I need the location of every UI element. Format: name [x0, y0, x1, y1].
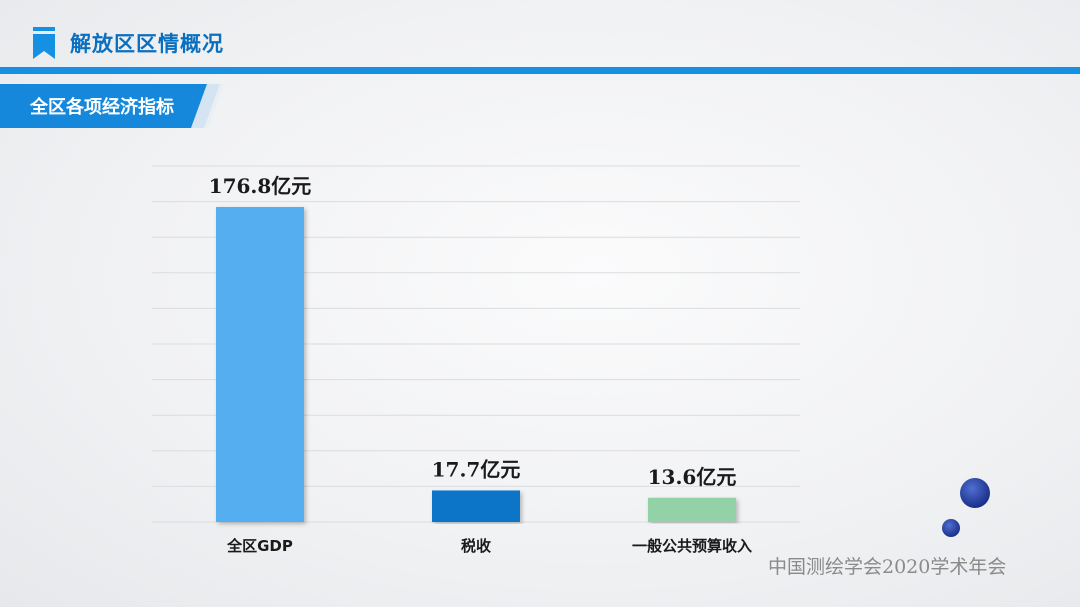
section-label: 全区各项经济指标 — [30, 97, 174, 118]
bar-1 — [216, 207, 304, 522]
category-label-1: 全区GDP — [226, 537, 293, 555]
data-label-1: 176.8亿元 — [209, 174, 312, 198]
header: 解放区区情概况 — [0, 0, 1080, 76]
category-label-2: 税收 — [461, 537, 491, 555]
data-label-2: 17.7亿元 — [432, 457, 521, 481]
header-divider — [0, 67, 1080, 74]
section-tab: 全区各项经济指标 — [0, 84, 230, 128]
bookmark-icon — [33, 27, 55, 59]
chart-bars — [216, 207, 736, 522]
bar-2 — [432, 490, 520, 522]
decorative-dots — [942, 478, 990, 537]
page-title: 解放区区情概况 — [70, 32, 224, 56]
small-dot — [942, 519, 960, 537]
section-tab-shape — [0, 84, 224, 128]
large-dot — [960, 478, 990, 508]
category-label-3: 一般公共预算收入 — [632, 537, 752, 555]
data-label-3: 13.6亿元 — [648, 465, 737, 489]
footer-text: 中国测绘学会2020学术年会 — [768, 556, 1007, 578]
bar-3 — [648, 497, 736, 522]
